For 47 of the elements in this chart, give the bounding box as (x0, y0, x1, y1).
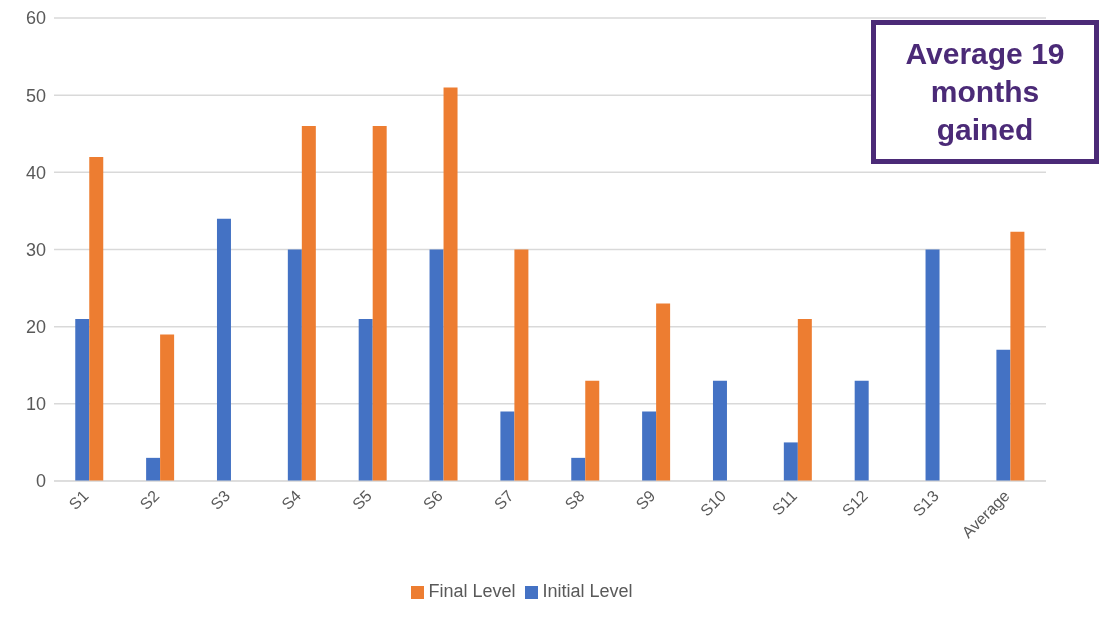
bar (89, 156, 104, 481)
bar (216, 218, 231, 481)
bar (287, 249, 302, 481)
y-tick-label: 50 (25, 85, 46, 106)
y-tick-label: 40 (25, 162, 46, 183)
bar (514, 249, 529, 481)
bar (783, 442, 798, 481)
x-tick-label: S13 (909, 487, 942, 520)
y-tick-label: 0 (35, 471, 46, 492)
bar (642, 411, 657, 481)
bar (854, 380, 869, 481)
y-tick-label: 10 (25, 394, 46, 415)
x-tick-label: S7 (490, 487, 517, 513)
bar (797, 318, 812, 481)
x-tick-label: S5 (349, 487, 376, 513)
x-tick-label: S4 (278, 487, 305, 513)
x-tick-label: S10 (697, 487, 730, 520)
x-tick-label: S6 (419, 487, 446, 513)
bar (160, 334, 175, 481)
bar (585, 380, 600, 481)
x-tick-label: S8 (561, 487, 588, 513)
bar (443, 87, 458, 481)
x-tick-label: S9 (632, 487, 659, 513)
bar (500, 411, 515, 481)
bar (1010, 231, 1025, 481)
bar (656, 303, 671, 481)
x-tick-label: S12 (838, 487, 872, 520)
x-tick-label: S3 (207, 487, 234, 513)
x-tick-label: S2 (136, 487, 163, 513)
bar (75, 318, 90, 481)
bar (372, 126, 387, 481)
bar (712, 380, 727, 481)
bar (571, 457, 586, 481)
legend-label: Final Level (428, 581, 516, 601)
y-tick-label: 20 (25, 317, 46, 338)
bar (925, 249, 940, 481)
bar (358, 318, 373, 481)
bar (146, 457, 161, 481)
y-tick-label: 60 (25, 8, 46, 29)
bar (301, 126, 316, 481)
bar (996, 349, 1011, 481)
x-tick-label: S11 (768, 487, 801, 519)
annotation: Average 19 months gained (871, 20, 1099, 164)
bar (429, 249, 444, 481)
x-tick-label: S1 (65, 487, 92, 513)
legend-label: Initial Level (542, 581, 633, 601)
y-tick-label: 30 (25, 239, 46, 260)
